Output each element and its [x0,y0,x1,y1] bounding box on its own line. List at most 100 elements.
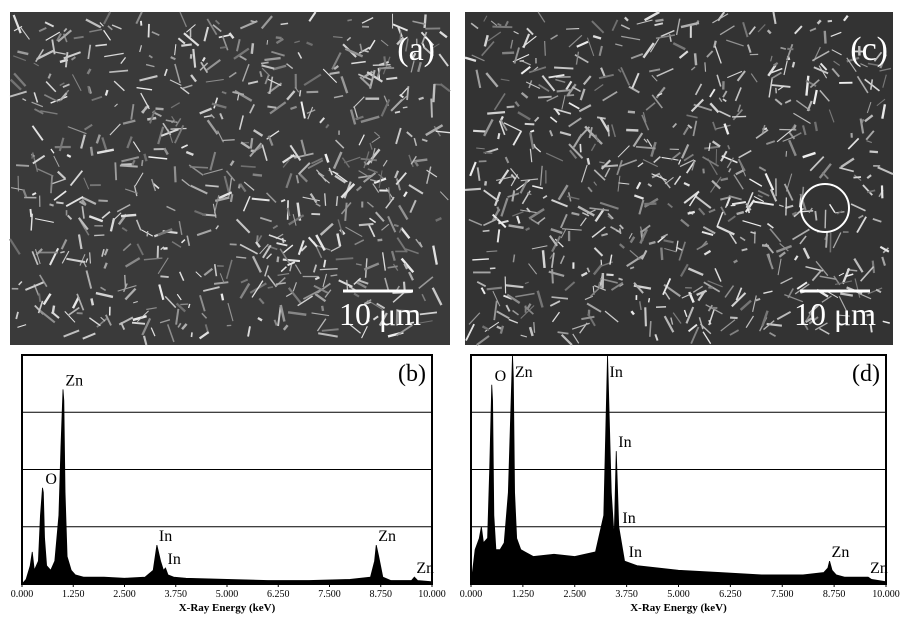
texture-stroke [347,20,351,21]
texture-stroke [721,179,728,181]
texture-stroke [567,95,575,96]
texture-stroke [566,29,579,30]
peak-label: In [622,510,635,527]
texture-stroke [543,250,545,268]
texture-stroke [222,294,223,301]
x-tick-label: 1.250 [512,589,535,600]
x-tick-label: 3.750 [615,589,638,600]
figure: (a)(c)10 μm10 μm0.0001.2502.5003.7505.00… [0,0,903,618]
texture-stroke [619,279,623,280]
texture-stroke [16,165,29,166]
texture-stroke [554,67,573,68]
texture-stroke [142,160,143,166]
x-tick-label: 0.000 [11,589,34,600]
texture-stroke [115,162,116,180]
peak-label: In [159,528,172,545]
texture-stroke [288,208,290,216]
texture-stroke [386,78,397,79]
texture-stroke [534,322,535,333]
texture-stroke [552,269,553,283]
texture-stroke [826,231,827,247]
texture-stroke [815,211,816,221]
texture-stroke [498,133,499,139]
texture-stroke [132,323,145,324]
texture-stroke [91,147,92,156]
texture-stroke [231,194,232,202]
peak-label: In [610,364,623,381]
panel-label: (d) [852,361,880,387]
texture-stroke [155,109,163,110]
x-tick-label: 8.750 [370,589,393,600]
peak-label: In [168,551,181,568]
texture-stroke [756,299,760,300]
texture-stroke [492,27,512,28]
x-tick-label: 2.500 [113,589,136,600]
texture-stroke [267,40,268,45]
texture-stroke [742,249,748,250]
texture-stroke [252,43,253,54]
scale-label: 10 μm [339,296,421,332]
texture-stroke [336,258,354,259]
texture-stroke [557,90,571,91]
texture-stroke [90,252,91,263]
texture-stroke [94,235,104,236]
texture-stroke [661,248,662,260]
x-tick-label: 10.000 [872,589,900,600]
texture-stroke [337,196,338,206]
texture-stroke [650,321,651,337]
texture-stroke [487,112,505,113]
texture-stroke [703,169,704,174]
texture-stroke [222,140,235,141]
texture-stroke [253,175,262,176]
texture-stroke [483,153,492,154]
texture-stroke [433,84,434,102]
panel-label: (a) [397,31,435,68]
texture-stroke [628,112,635,113]
texture-stroke [300,90,301,96]
x-tick-label: 6.250 [719,589,742,600]
texture-stroke [267,106,276,107]
texture-stroke [56,202,63,203]
peak-label: Zn [65,372,83,389]
texture-stroke [425,14,426,28]
texture-stroke [268,287,273,288]
texture-stroke [98,200,107,201]
texture-stroke [359,224,374,225]
texture-stroke [825,31,826,44]
texture-stroke [465,189,481,190]
texture-stroke [793,62,794,67]
x-axis-label: X-Ray Energy (keV) [630,602,727,614]
texture-stroke [88,86,89,93]
texture-stroke [91,298,92,305]
texture-stroke [730,318,738,319]
texture-stroke [606,275,613,276]
x-tick-label: 2.500 [564,589,587,600]
texture-stroke [419,98,424,100]
texture-stroke [870,152,878,153]
texture-stroke [732,116,746,117]
texture-stroke [121,215,136,216]
texture-stroke [384,56,385,65]
texture-stroke [695,53,696,65]
texture-stroke [190,167,208,168]
texture-stroke [620,228,621,234]
x-tick-label: 7.500 [318,589,341,600]
texture-stroke [588,158,589,165]
texture-stroke [645,307,646,326]
texture-stroke [378,240,383,241]
texture-stroke [220,47,226,48]
x-tick-label: 5.000 [667,589,690,600]
texture-stroke [325,193,326,206]
texture-stroke [395,112,400,113]
x-tick-label: 1.250 [62,589,85,600]
texture-stroke [30,209,31,217]
texture-stroke [261,62,269,63]
panel-label: (c) [850,31,888,68]
peak-label: O [45,471,57,488]
texture-stroke [276,37,282,38]
texture-stroke [373,65,391,66]
texture-stroke [125,275,126,288]
texture-stroke [147,231,148,236]
texture-stroke [181,44,191,45]
texture-stroke [160,276,168,277]
